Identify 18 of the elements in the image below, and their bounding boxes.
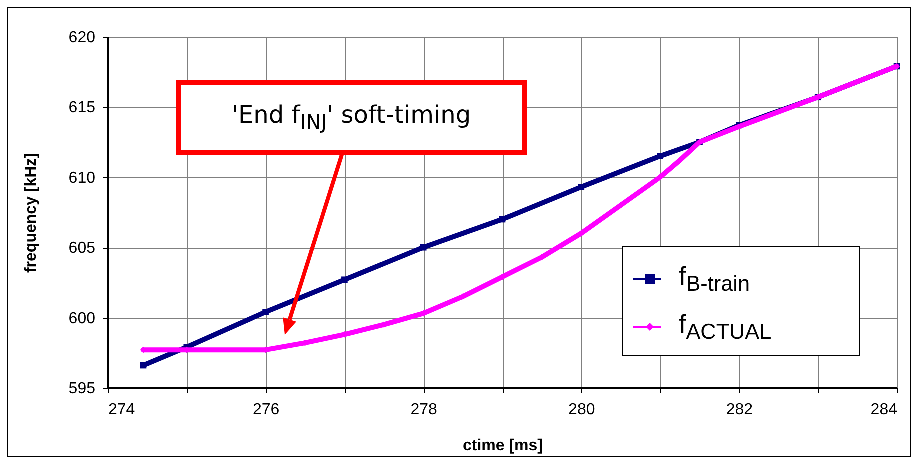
annotation: 'End f$_{INJ}$' soft-timing — [232, 101, 472, 134]
x-tick-label: 278 — [410, 402, 438, 418]
x-tick-label: 284 — [870, 402, 898, 418]
x-axis-title: ctime [ms] — [462, 438, 544, 454]
y-tick-label: 605 — [68, 240, 96, 258]
y-tick-label: 620 — [68, 30, 96, 46]
y-axis-title: frequency [kHz] — [22, 152, 40, 274]
y-tick-label: 610 — [68, 170, 96, 187]
y-tick-label: 600 — [68, 310, 96, 328]
legend-label: f$_{ACTUAL}$ — [679, 308, 772, 346]
x-tick-label: 276 — [252, 402, 280, 418]
y-tick-label: 615 — [68, 100, 96, 117]
x-tick-label: 282 — [726, 402, 754, 418]
callout-box: 'End f$_{INJ}$' soft-timing — [176, 80, 527, 155]
legend-label: f$_{B-train}$ — [679, 260, 750, 298]
x-tick-label: 280 — [568, 402, 596, 418]
x-tick-label: 274 — [108, 402, 136, 418]
y-tick-label: 595 — [68, 380, 96, 398]
